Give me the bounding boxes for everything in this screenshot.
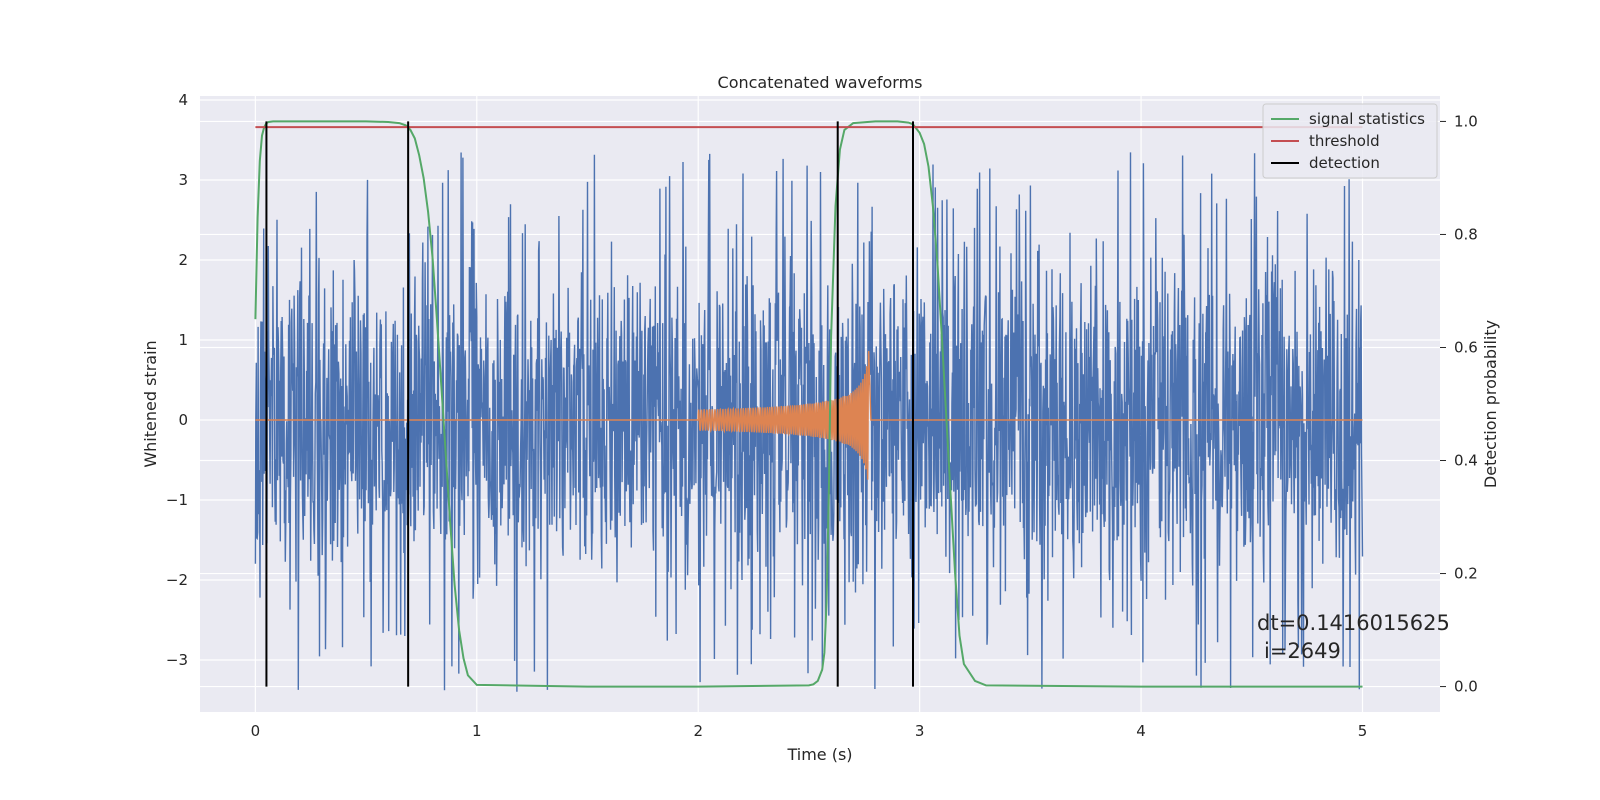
whitened-strain-series — [254, 152, 1364, 692]
legend-label: detection — [1309, 154, 1380, 172]
y-tick-label: 3 — [178, 171, 188, 189]
y-right-tick-label: 1.0 — [1454, 112, 1478, 130]
x-tick-label: 0 — [251, 722, 261, 740]
y-tick-label: −2 — [166, 571, 188, 589]
strain-line — [254, 152, 1364, 692]
x-tick-label: 3 — [915, 722, 925, 740]
waveform-series — [255, 350, 1363, 480]
y-tick-label: 4 — [178, 91, 188, 109]
y-tick-label: −3 — [166, 651, 188, 669]
y-right-tick-label: 0.2 — [1454, 565, 1478, 583]
x-axis-label: Time (s) — [786, 745, 852, 764]
y-axis-label: Whitened strain — [141, 340, 160, 467]
y-right-tick-label: 0.8 — [1454, 225, 1478, 243]
waveform-line — [255, 350, 1363, 480]
annotation-dt: dt=0.1416015625 — [1257, 611, 1450, 635]
detection-overlay — [254, 120, 1363, 688]
x-tick-label: 2 — [693, 722, 703, 740]
legend-label: signal statistics — [1309, 110, 1425, 128]
axis-ticks: 0 1 2 3 4 5 −3 −2 −1 0 1 2 3 4 0.0 0.2 0.4 0.6 0.8 1.0 — [166, 91, 1478, 740]
y-tick-label: 0 — [178, 411, 188, 429]
chart-title: Concatenated waveforms — [718, 73, 923, 92]
signal-statistics-line — [254, 120, 1363, 688]
legend-box — [1262, 103, 1438, 179]
x-tick-label: 1 — [472, 722, 482, 740]
y-right-tick-label: 0.0 — [1454, 678, 1478, 696]
y-right-tick-label: 0.4 — [1454, 452, 1478, 470]
y-tick-label: 1 — [178, 331, 188, 349]
legend-label: threshold — [1309, 132, 1380, 150]
y-tick-label: −1 — [166, 491, 188, 509]
x-tick-label: 4 — [1136, 722, 1146, 740]
y-right-axis-label: Detection probability — [1481, 320, 1500, 488]
x-tick-label: 5 — [1358, 722, 1368, 740]
y-right-tick-label: 0.6 — [1454, 338, 1478, 356]
y-tick-label: 2 — [178, 251, 188, 269]
annotation-i: i=2649 — [1264, 639, 1341, 663]
legend: signal statistics threshold detection — [1262, 103, 1438, 179]
